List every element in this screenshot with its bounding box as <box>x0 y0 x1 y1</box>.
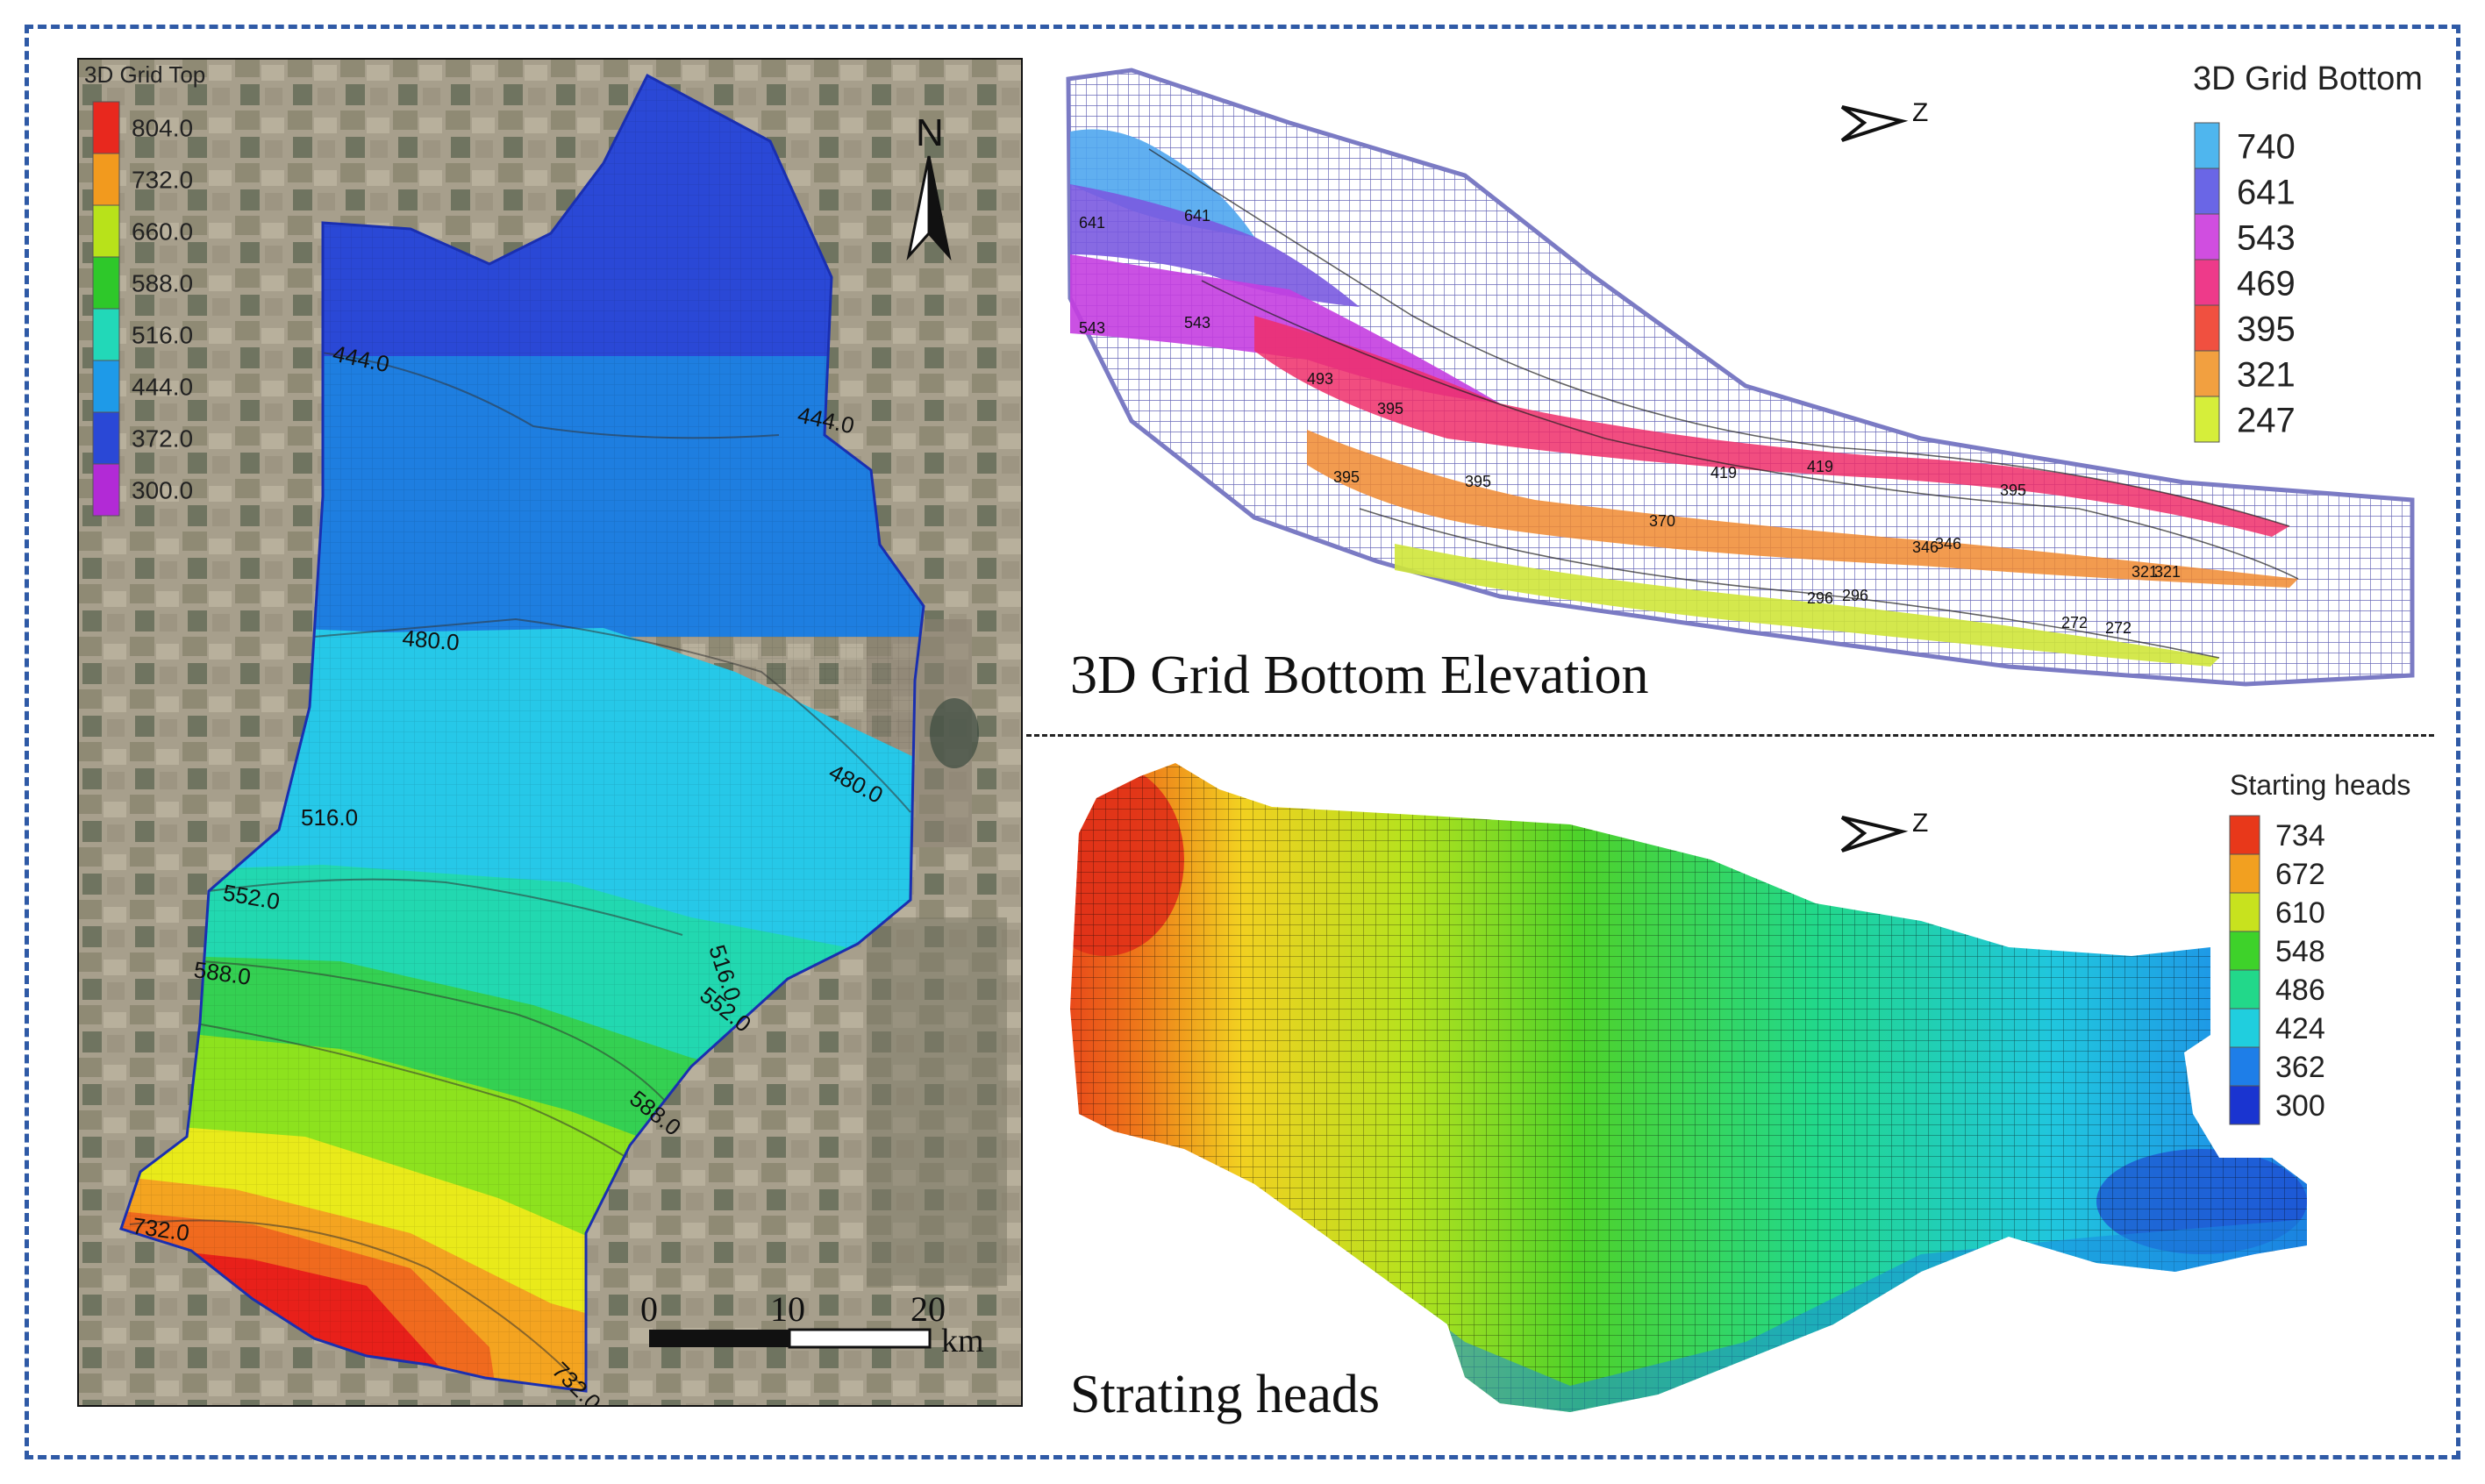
legend-label: 486 <box>2275 974 2325 1007</box>
panel-divider <box>1026 734 2434 737</box>
grid-bottom-3d-view: 641 641 543 543 493 395 395 395 419 419 … <box>1066 61 2423 705</box>
legend-label: 424 <box>2275 1012 2325 1045</box>
axis-label: Z <box>1912 809 1928 838</box>
legend-swatch <box>92 101 120 154</box>
z-direction-arrow: Z <box>1840 98 1928 142</box>
contour-label: 321 <box>2132 563 2158 581</box>
legend-label: 804.0 <box>132 115 193 142</box>
contour-label: 543 <box>1079 319 1105 337</box>
contour-labels: 641 641 543 543 493 395 395 395 419 419 … <box>1079 207 2181 637</box>
legend-label: 362 <box>2275 1051 2325 1084</box>
contour-label: 419 <box>1710 464 1737 482</box>
legend-title: 3D Grid Top <box>84 61 205 88</box>
contour-label: 641 <box>1079 214 1105 232</box>
legend-label: 469 <box>2237 264 2296 303</box>
legend-label: 641 <box>2237 173 2296 211</box>
contour-label: 516.0 <box>301 804 358 831</box>
legend-swatch <box>2194 304 2220 352</box>
legend-label: 247 <box>2237 401 2296 439</box>
legend-label: 548 <box>2275 935 2325 968</box>
legend-swatch <box>2194 259 2220 306</box>
legend-swatch <box>2229 1008 2260 1048</box>
legend-label: 734 <box>2275 819 2325 853</box>
legend-title: 3D Grid Bottom <box>2193 61 2423 97</box>
legend-label: 321 <box>2237 355 2296 394</box>
legend-label: 300 <box>2275 1089 2325 1123</box>
scale-tick: 20 <box>910 1289 946 1329</box>
legend-swatch <box>92 463 120 517</box>
figure-frame <box>25 25 2460 1459</box>
legend-label: 516.0 <box>132 322 193 349</box>
legend-swatch <box>92 411 120 465</box>
legend-swatch <box>2229 1085 2260 1125</box>
legend-label: 300.0 <box>132 477 193 504</box>
legend-label: 740 <box>2237 127 2296 166</box>
contour-label: 419 <box>1807 458 1833 475</box>
contour-label: 641 <box>1184 207 1210 225</box>
contour-label: 395 <box>1377 400 1403 417</box>
starting-heads-legend: Starting heads 734 672 610 548 486 424 362 300 <box>2229 769 2410 1125</box>
legend-swatch <box>2229 931 2260 971</box>
grid-bottom-legend: 3D Grid Bottom 740 641 543 469 395 321 247 <box>2193 61 2423 443</box>
legend-label: 543 <box>2237 218 2296 257</box>
legend-label: 444.0 <box>132 374 193 401</box>
scale-tick: 0 <box>640 1289 658 1329</box>
starting-heads-3d-view: Z Starting heads 734 672 610 548 486 424 362 30… <box>1070 763 2410 1424</box>
north-label: N <box>916 111 944 154</box>
legend-swatch <box>2229 815 2260 855</box>
north-arrow: N <box>906 111 952 261</box>
legend-swatch <box>92 153 120 206</box>
contour-label: 346 <box>1912 539 1939 556</box>
legend-swatch <box>2194 122 2220 169</box>
contour-label: 272 <box>2061 614 2088 631</box>
legend-title: Starting heads <box>2230 769 2410 801</box>
legend-label: 660.0 <box>132 218 193 246</box>
legend-swatch <box>92 360 120 413</box>
legend-swatch <box>92 256 120 310</box>
study-area-boundary <box>119 73 925 1393</box>
panel-caption: 3D Grid Bottom Elevation <box>1070 646 1649 705</box>
contour-label: 395 <box>1333 468 1360 486</box>
legend-label: 732.0 <box>132 167 193 194</box>
legend-label: 672 <box>2275 858 2325 891</box>
contour-label: 395 <box>2000 482 2026 499</box>
grid-top-legend: 3D Grid Top 804.0 732.0 660.0 588.0 516.0 444… <box>84 61 205 517</box>
contour-label: 296 <box>1842 587 1868 604</box>
legend-label: 395 <box>2237 310 2296 348</box>
contour-label: 543 <box>1184 314 1210 332</box>
legend-swatch <box>2194 168 2220 215</box>
contour-label: 296 <box>1807 589 1833 607</box>
legend-swatch <box>2194 213 2220 260</box>
legend-swatch <box>2194 350 2220 397</box>
panel-caption: Strating heads <box>1070 1365 1380 1424</box>
scale-unit: km <box>941 1323 984 1359</box>
contour-label: 395 <box>1465 473 1491 490</box>
contour-label: 272 <box>2105 619 2132 637</box>
scale-bar: 0 10 20 km <box>640 1289 984 1359</box>
legend-label: 372.0 <box>132 425 193 453</box>
direction-arrow-icon <box>1840 105 1909 142</box>
contour-label: 346 <box>1935 535 1961 553</box>
legend-swatch <box>2229 1046 2260 1087</box>
grid-top-map: 444.0 444.0 480.0 480.0 516.0 516.0 552.… <box>77 58 1023 1407</box>
wireframe-mesh <box>1066 68 2415 687</box>
legend-label: 588.0 <box>132 270 193 297</box>
legend-swatch <box>2229 892 2260 932</box>
z-direction-arrow: Z <box>1840 809 1928 853</box>
legend-swatch <box>2194 396 2220 443</box>
contour-label: 493 <box>1307 370 1333 388</box>
legend-swatch <box>2229 853 2260 894</box>
contour-label: 370 <box>1649 512 1675 530</box>
axis-label: Z <box>1912 98 1928 127</box>
scale-tick: 10 <box>770 1289 805 1329</box>
legend-label: 610 <box>2275 896 2325 930</box>
legend-swatch <box>2229 969 2260 1010</box>
contour-label: 480.0 <box>401 624 460 656</box>
direction-arrow-icon <box>1840 816 1909 853</box>
contour-label: 321 <box>2154 563 2181 581</box>
legend-swatch <box>92 308 120 361</box>
legend-swatch <box>92 204 120 258</box>
